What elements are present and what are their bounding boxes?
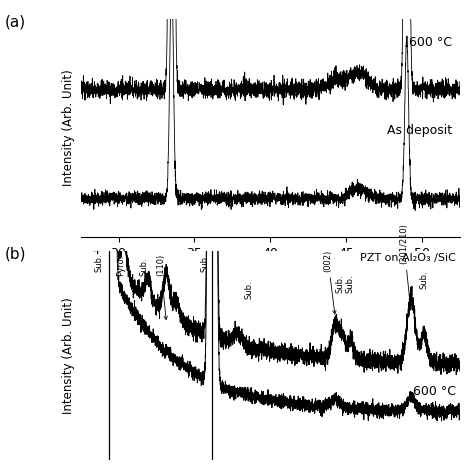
Text: Sub.: Sub. (245, 280, 254, 299)
X-axis label: 2 Theta (degree): 2 Theta (degree) (212, 265, 328, 279)
Text: (b): (b) (5, 246, 26, 262)
Text: Sub.: Sub. (345, 274, 354, 293)
Text: (201/210): (201/210) (400, 224, 412, 310)
Text: (110): (110) (156, 254, 167, 319)
Text: PZT on Al₂O₃ /SiC: PZT on Al₂O₃ /SiC (360, 253, 456, 263)
Y-axis label: Intensity (Arb. Unit): Intensity (Arb. Unit) (62, 70, 75, 186)
Text: Sub.: Sub. (419, 271, 428, 289)
Text: Sub.: Sub. (201, 254, 210, 272)
Text: Sub.: Sub. (139, 257, 148, 276)
Text: 600 °C: 600 °C (409, 36, 452, 49)
Text: Sub.: Sub. (95, 254, 104, 272)
Text: Sub.: Sub. (335, 274, 344, 293)
Y-axis label: Intensity (Arb. Unit): Intensity (Arb. Unit) (62, 297, 75, 414)
Text: As deposit: As deposit (387, 124, 452, 137)
Text: Pyro.: Pyro. (116, 255, 125, 276)
Text: (a): (a) (5, 14, 26, 29)
Text: (002): (002) (324, 250, 336, 314)
Text: 600 °C: 600 °C (413, 385, 456, 398)
